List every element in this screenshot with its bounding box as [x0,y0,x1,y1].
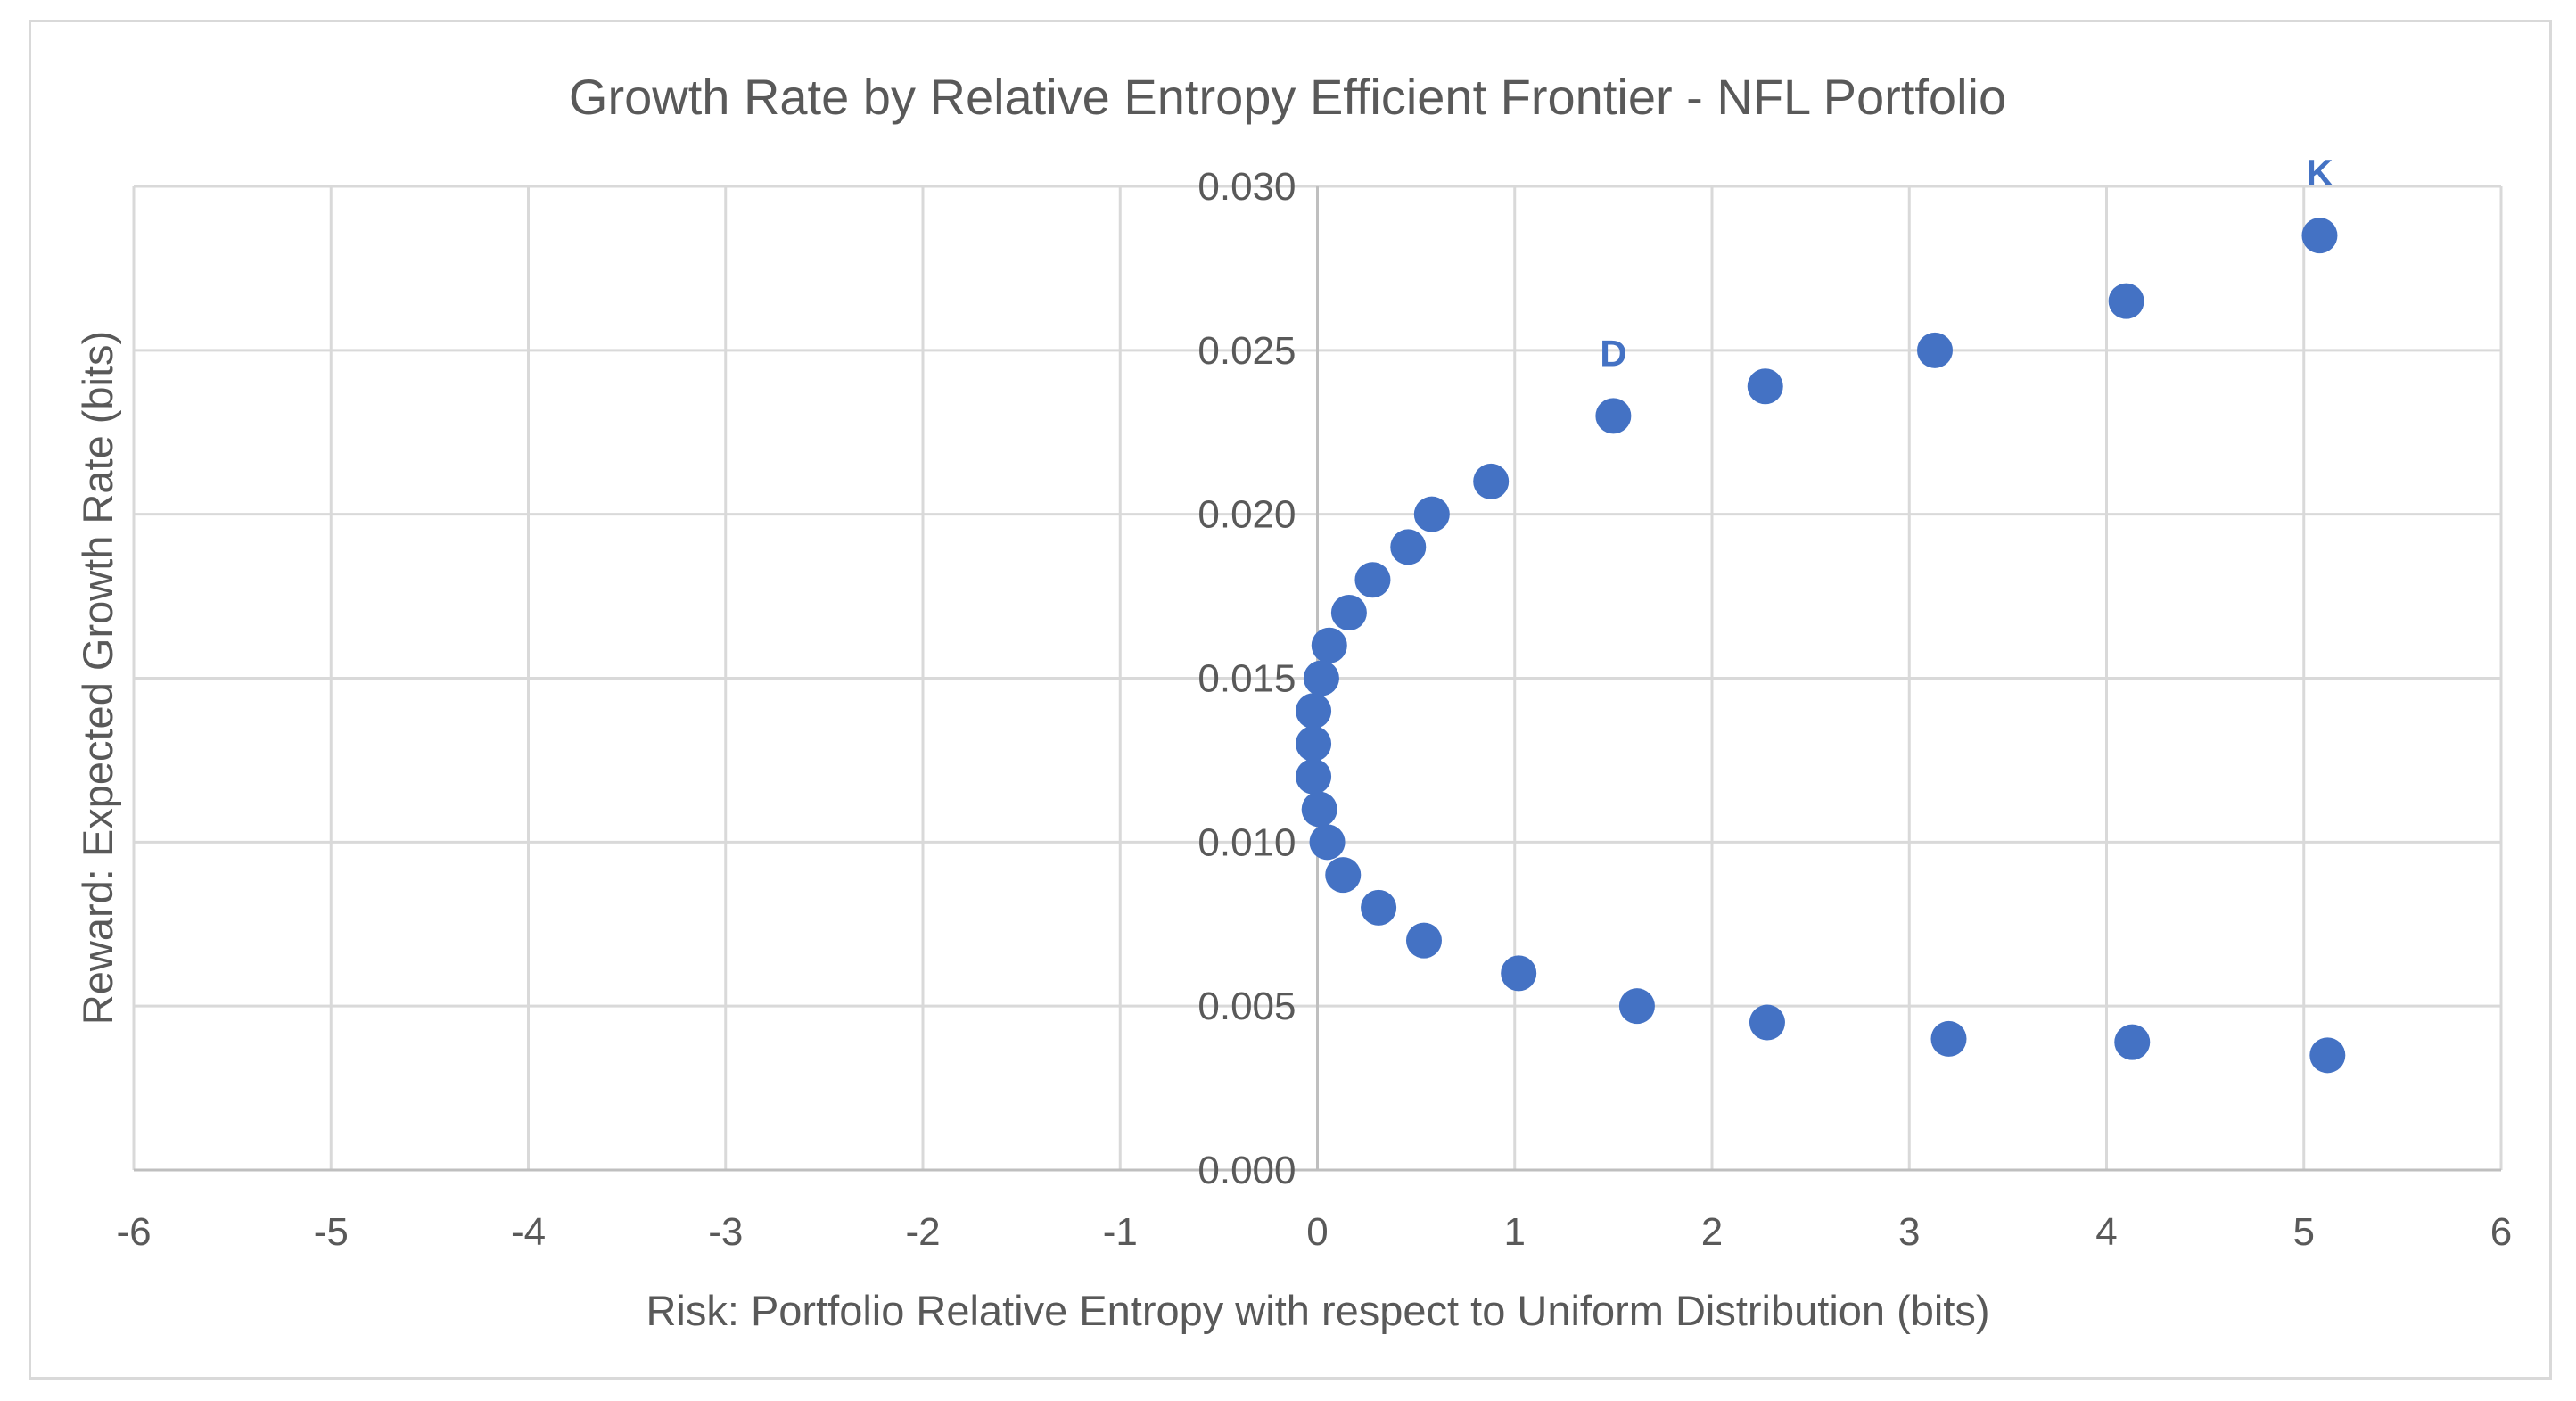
data-point [1749,1004,1785,1041]
x-tick-label: -2 [905,1210,940,1254]
x-tick-label: 3 [1898,1210,1920,1254]
data-point [1325,857,1362,894]
x-tick-label: -4 [511,1210,546,1254]
x-tick-label: 1 [1504,1210,1526,1254]
data-point [1296,726,1332,762]
x-tick-label: -5 [314,1210,349,1254]
data-point [1296,758,1332,795]
data-point [1747,368,1783,405]
data-point [1618,988,1655,1025]
x-tick-label: -1 [1103,1210,1138,1254]
x-tick-label: 6 [2490,1210,2512,1254]
data-point [2114,1024,2151,1060]
y-tick-label: 0.025 [1197,329,1296,373]
x-tick-label: -6 [116,1210,151,1254]
data-point [1405,922,1442,959]
x-tick-label: 0 [1306,1210,1328,1254]
data-point [2108,283,2144,319]
data-point [1473,463,1510,499]
x-axis-title: Risk: Portfolio Relative Entropy with re… [646,1287,1989,1334]
y-tick-label: 0.015 [1197,657,1296,701]
x-tick-label: 5 [2293,1210,2315,1254]
data-points: KD [1296,152,2346,1074]
data-point [1501,955,1537,992]
data-point [1303,660,1339,696]
y-tick-label: 0.010 [1197,820,1296,864]
data-point [1390,529,1427,565]
data-point [1311,627,1347,663]
y-tick-label: 0.020 [1197,493,1296,537]
chart-area [29,20,2552,1380]
tick-labels: -6 -5 -4 -3 -2 -1 0 1 2 3 4 5 6 0.000 0.005 0.010 0.015 0… [116,165,2512,1254]
data-point [1595,398,1632,434]
x-tick-label: 4 [2095,1210,2117,1254]
y-tick-label: 0.030 [1197,165,1296,209]
data-point [1361,889,1397,926]
data-point [1330,594,1367,630]
y-tick-label: 0.005 [1197,985,1296,1028]
data-point [2301,218,2338,254]
x-tick-label: -3 [708,1210,743,1254]
data-point [1301,791,1337,828]
data-point [1917,332,1954,368]
data-point [2309,1037,2346,1074]
data-point [1354,562,1391,598]
data-label: K [2306,152,2333,194]
x-tick-label: 2 [1701,1210,1723,1254]
y-axis-title: Reward: Expected Growth Rate (bits) [74,331,121,1025]
data-point [1296,693,1332,729]
data-point [1309,824,1346,861]
y-tick-label: 0.000 [1197,1149,1296,1192]
chart-title: Growth Rate by Relative Entropy Efficien… [569,69,2006,125]
data-label: D [1600,332,1626,374]
data-point [1413,496,1450,532]
data-point [1930,1020,1967,1057]
